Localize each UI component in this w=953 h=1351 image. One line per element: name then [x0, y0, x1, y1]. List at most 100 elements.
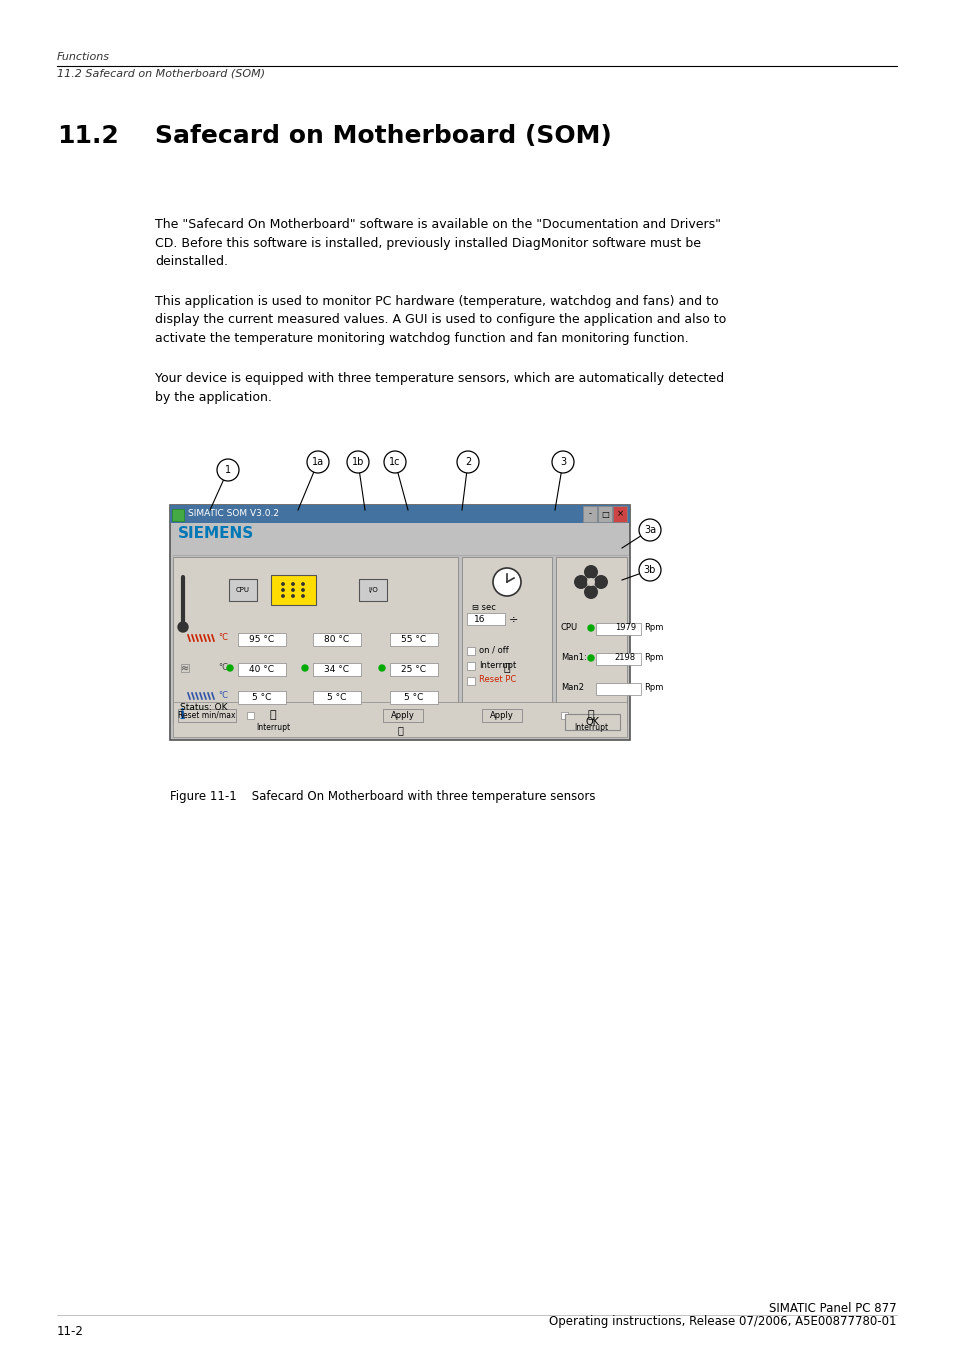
Bar: [172, 703, 626, 738]
Bar: [467, 647, 475, 655]
Circle shape: [301, 594, 304, 597]
Bar: [358, 580, 387, 601]
Circle shape: [301, 589, 304, 592]
Circle shape: [227, 665, 233, 671]
Bar: [596, 623, 640, 635]
Text: 25 °C: 25 °C: [401, 665, 426, 674]
Circle shape: [281, 594, 284, 597]
Text: CPU: CPU: [560, 624, 578, 632]
Text: 16: 16: [474, 615, 485, 624]
Text: Reset min/max: Reset min/max: [178, 711, 235, 720]
Bar: [467, 613, 504, 626]
Text: Apply: Apply: [391, 711, 415, 720]
Circle shape: [456, 451, 478, 473]
Text: This application is used to monitor PC hardware (temperature, watchdog and fans): This application is used to monitor PC h…: [154, 295, 725, 345]
Text: Interrupt: Interrupt: [574, 724, 607, 732]
Text: 11-2: 11-2: [57, 1325, 84, 1337]
Text: 5 °C: 5 °C: [252, 693, 272, 701]
Circle shape: [216, 459, 239, 481]
Text: 5 °C: 5 °C: [404, 693, 423, 701]
Bar: [390, 690, 437, 704]
Text: ×: ×: [616, 509, 623, 519]
Circle shape: [292, 582, 294, 585]
Bar: [390, 663, 437, 676]
Circle shape: [378, 665, 385, 671]
Bar: [237, 690, 286, 704]
Bar: [461, 557, 552, 721]
Text: °C: °C: [218, 663, 228, 673]
Bar: [247, 712, 253, 719]
Text: 11.2: 11.2: [57, 124, 118, 149]
Text: ÷: ÷: [509, 613, 518, 624]
Text: 1b: 1b: [352, 457, 364, 467]
Text: SIMATIC Panel PC 877: SIMATIC Panel PC 877: [768, 1302, 896, 1315]
Text: □: □: [600, 509, 608, 519]
Text: 40 °C: 40 °C: [250, 665, 274, 674]
Circle shape: [587, 655, 594, 661]
Text: on / off: on / off: [478, 646, 508, 654]
Text: 🔧: 🔧: [503, 663, 510, 673]
Text: ⊟ sec: ⊟ sec: [472, 603, 496, 612]
Text: 3: 3: [559, 457, 565, 467]
Circle shape: [302, 665, 308, 671]
Circle shape: [281, 582, 284, 585]
Bar: [313, 634, 360, 646]
Circle shape: [292, 594, 294, 597]
Circle shape: [639, 559, 660, 581]
Text: 1: 1: [225, 465, 231, 476]
Text: 2: 2: [464, 457, 471, 467]
Circle shape: [552, 451, 574, 473]
Text: i: i: [180, 708, 185, 721]
Text: 🔧: 🔧: [270, 711, 276, 720]
Bar: [313, 690, 360, 704]
Text: ≈: ≈: [181, 663, 189, 673]
Text: 1979: 1979: [615, 624, 636, 632]
Bar: [613, 507, 626, 521]
Circle shape: [281, 589, 284, 592]
Text: °C: °C: [218, 692, 228, 701]
Bar: [229, 580, 256, 601]
Text: 34 °C: 34 °C: [324, 665, 349, 674]
Circle shape: [586, 578, 595, 586]
Circle shape: [347, 451, 369, 473]
Text: Operating instructions, Release 07/2006, A5E00877780-01: Operating instructions, Release 07/2006,…: [549, 1315, 896, 1328]
Text: Man1:: Man1:: [560, 654, 586, 662]
Text: 🔊: 🔊: [396, 725, 402, 735]
Bar: [172, 509, 184, 521]
Bar: [467, 677, 475, 685]
Text: Man2: Man2: [560, 684, 583, 693]
Bar: [382, 709, 422, 721]
Bar: [170, 505, 629, 740]
Bar: [178, 709, 235, 721]
Bar: [582, 507, 597, 521]
Circle shape: [583, 565, 598, 580]
Circle shape: [594, 576, 607, 589]
Circle shape: [583, 585, 598, 598]
Text: Figure 11-1    Safecard On Motherboard with three temperature sensors: Figure 11-1 Safecard On Motherboard with…: [170, 790, 595, 802]
Text: 80 °C: 80 °C: [324, 635, 349, 643]
Text: Interrupt: Interrupt: [255, 724, 290, 732]
Text: Safecard on Motherboard (SOM): Safecard on Motherboard (SOM): [154, 124, 611, 149]
Text: Rpm: Rpm: [643, 624, 662, 632]
Bar: [598, 507, 612, 521]
Circle shape: [301, 582, 304, 585]
Text: 5 °C: 5 °C: [327, 693, 346, 701]
Text: Reset PC: Reset PC: [478, 676, 516, 685]
Circle shape: [639, 519, 660, 540]
Bar: [481, 709, 521, 721]
Bar: [313, 663, 360, 676]
Bar: [237, 634, 286, 646]
Text: 3a: 3a: [643, 526, 656, 535]
Bar: [170, 505, 629, 523]
Text: Apply: Apply: [490, 711, 514, 720]
Bar: [556, 557, 626, 721]
Bar: [237, 663, 286, 676]
Bar: [596, 653, 640, 665]
Circle shape: [178, 621, 188, 632]
Circle shape: [384, 451, 406, 473]
Text: 🔧: 🔧: [587, 711, 594, 720]
Text: Interrupt: Interrupt: [478, 661, 516, 670]
Text: 55 °C: 55 °C: [401, 635, 426, 643]
Text: °C: °C: [218, 634, 228, 643]
Bar: [560, 712, 567, 719]
